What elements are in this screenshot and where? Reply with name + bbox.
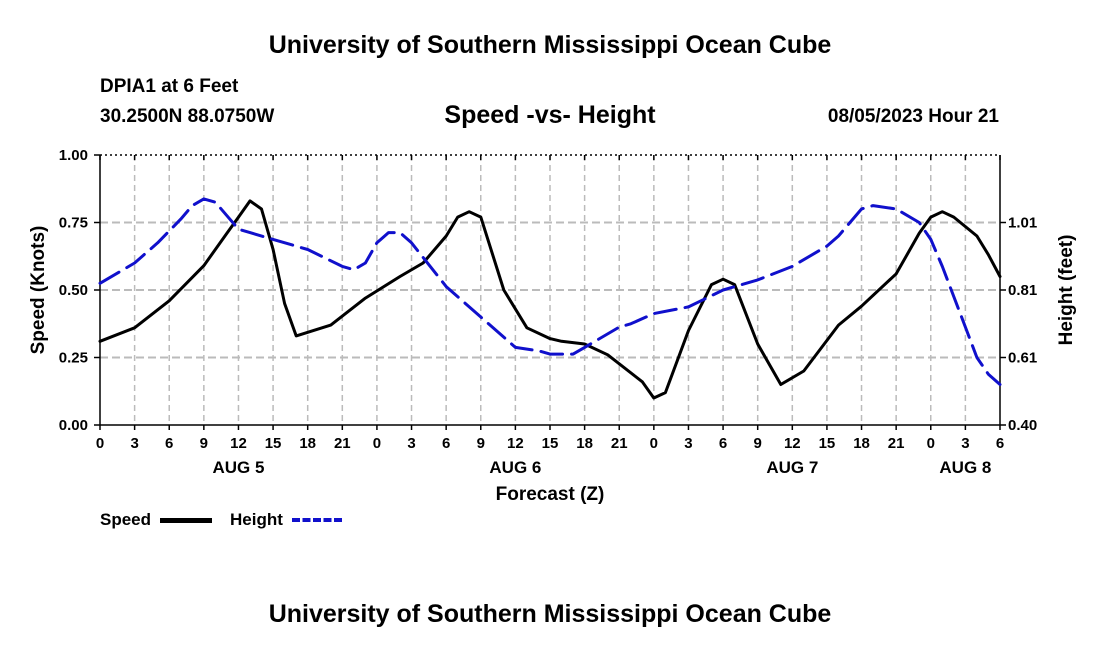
x-tick-label: 6 (442, 435, 450, 452)
series-line-speed (98, 199, 1002, 400)
x-tick-label: 0 (373, 435, 381, 452)
forecast-datetime: 08/05/2023 Hour 21 (827, 106, 999, 127)
x-tick-label: 15 (819, 435, 836, 452)
x-tick-label: 6 (165, 435, 173, 452)
y-right-tick-label: 0.61 (1008, 350, 1037, 367)
y-left-axis-title: Speed (Knots) (28, 226, 49, 355)
x-tick-label: 0 (96, 435, 104, 452)
x-tick-label: 6 (996, 435, 1004, 452)
x-date-label: AUG 7 (766, 458, 818, 477)
y-right-axis-title: Height (feet) (1056, 235, 1077, 346)
y-right-tick-label: 1.01 (1008, 215, 1037, 232)
legend-height-swatch (292, 518, 342, 522)
x-tick-label: 21 (334, 435, 351, 452)
x-tick-label: 9 (477, 435, 485, 452)
coordinates-label: 30.2500N 88.0750W (100, 106, 275, 127)
legend-height-label: Height (230, 510, 283, 529)
x-date-label: AUG 5 (212, 458, 264, 477)
legend-speed-label: Speed (100, 510, 152, 529)
x-tick-label: 18 (299, 435, 316, 452)
footer-title: University of Southern Mississippi Ocean… (268, 600, 832, 628)
x-tick-label: 6 (719, 435, 727, 452)
x-tick-label: 3 (407, 435, 415, 452)
chart-subtitle: Speed -vs- Height (444, 101, 656, 129)
station-label: DPIA1 at 6 Feet (100, 76, 239, 97)
x-tick-label: 3 (130, 435, 138, 452)
x-tick-label: 0 (650, 435, 658, 452)
x-date-label: AUG 6 (489, 458, 541, 477)
x-tick-label: 12 (230, 435, 247, 452)
legend-speed-swatch (160, 518, 212, 523)
x-date-label: AUG 8 (939, 458, 991, 477)
y-left-tick-label: 0.50 (59, 282, 88, 299)
chart-title: University of Southern Mississippi Ocean… (268, 31, 832, 59)
x-tick-label: 3 (961, 435, 969, 452)
x-tick-label: 9 (200, 435, 208, 452)
y-left-tick-label: 0.75 (59, 215, 88, 232)
x-tick-label: 15 (542, 435, 559, 452)
x-tick-label: 18 (576, 435, 593, 452)
y-left-tick-label: 0.00 (59, 417, 88, 434)
x-tick-label: 12 (784, 435, 801, 452)
x-tick-label: 0 (927, 435, 935, 452)
x-tick-label: 21 (888, 435, 905, 452)
x-tick-label: 15 (265, 435, 282, 452)
y-left-tick-label: 1.00 (59, 147, 88, 164)
x-axis-title: Forecast (Z) (496, 484, 605, 505)
y-right-tick-label: 0.40 (1008, 417, 1037, 434)
x-tick-label: 12 (507, 435, 524, 452)
x-tick-label: 18 (853, 435, 870, 452)
series-line-height (98, 197, 1002, 386)
x-tick-label: 21 (611, 435, 628, 452)
x-tick-label: 9 (754, 435, 762, 452)
y-left-tick-label: 0.25 (59, 350, 88, 367)
y-right-tick-label: 0.81 (1008, 282, 1037, 299)
x-tick-label: 3 (684, 435, 692, 452)
